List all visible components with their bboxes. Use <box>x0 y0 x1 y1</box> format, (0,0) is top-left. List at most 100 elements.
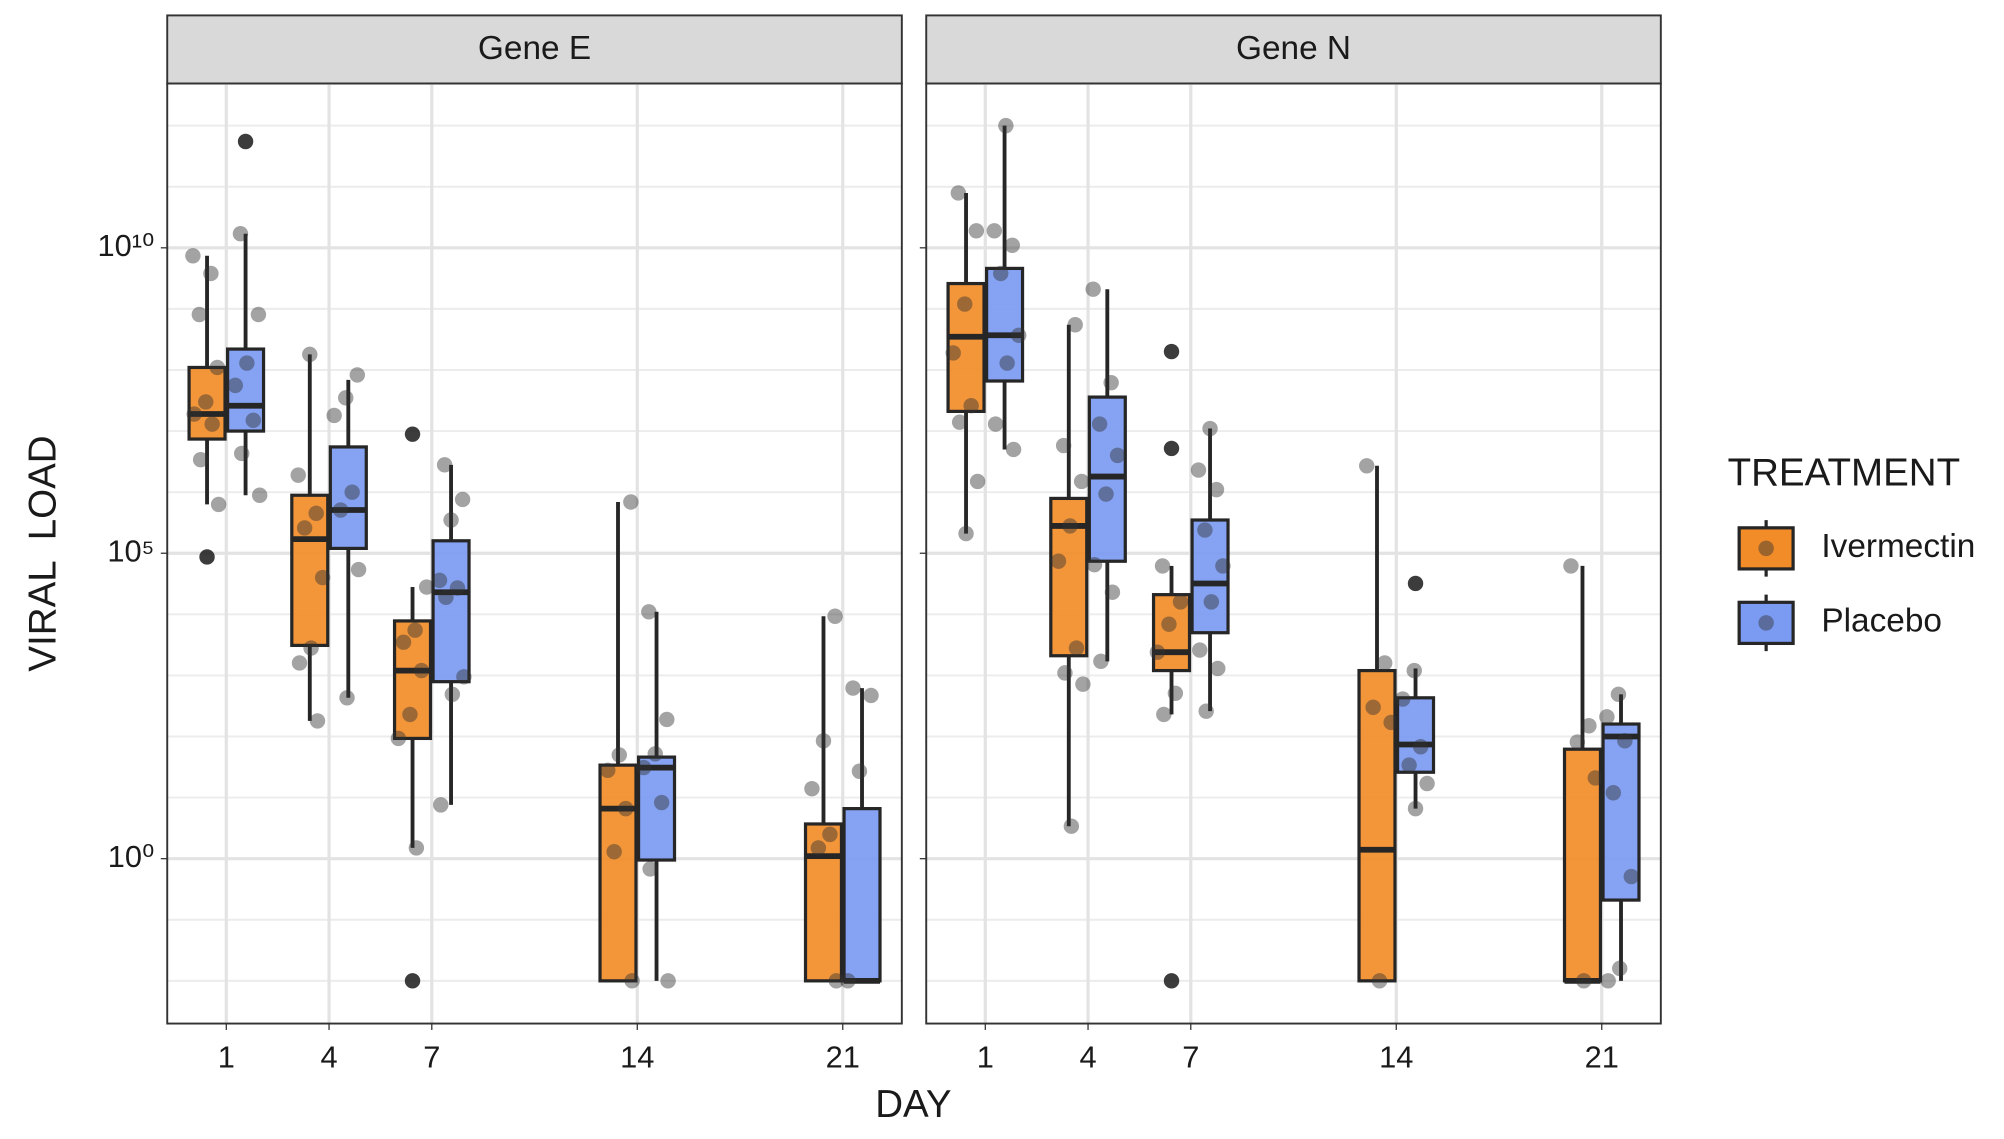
point <box>1419 775 1435 792</box>
x-tick-label: 1 <box>218 1040 235 1075</box>
point <box>418 579 435 595</box>
point <box>641 604 657 620</box>
point <box>250 306 267 323</box>
point <box>1365 699 1381 716</box>
point <box>653 794 670 811</box>
point <box>408 840 425 856</box>
point <box>1055 437 1072 454</box>
box <box>803 822 844 983</box>
point <box>1359 458 1375 474</box>
outlier <box>404 973 421 989</box>
point <box>234 445 250 462</box>
point <box>402 706 418 723</box>
point <box>1581 718 1597 734</box>
point <box>296 520 313 536</box>
y-tick-label: 10⁰ <box>108 839 155 874</box>
box <box>392 619 433 741</box>
x-axis-label: DAY <box>875 1083 951 1126</box>
point <box>407 622 423 638</box>
point <box>969 473 986 490</box>
point <box>1091 416 1108 432</box>
point <box>332 502 349 518</box>
point <box>828 973 845 989</box>
x-tick-label: 7 <box>1182 1040 1199 1075</box>
series <box>225 133 882 989</box>
point <box>338 390 354 406</box>
outlier <box>1407 575 1424 592</box>
x-tick-label: 21 <box>1585 1040 1619 1075</box>
x-tick-label: 7 <box>423 1040 440 1075</box>
point <box>443 512 459 528</box>
point <box>1103 374 1119 391</box>
point <box>951 414 968 430</box>
point <box>1172 594 1189 610</box>
point <box>987 416 1004 432</box>
point <box>1612 960 1628 977</box>
point <box>438 589 454 606</box>
box <box>225 347 266 433</box>
x-tick-label: 4 <box>1079 1040 1096 1075</box>
point <box>308 505 324 522</box>
point <box>958 525 974 542</box>
legend-key <box>1737 600 1795 646</box>
outlier <box>1163 973 1180 989</box>
outlier <box>404 426 421 442</box>
point <box>210 496 227 513</box>
legend-label: Ivermectin <box>1821 528 1975 565</box>
point <box>1156 706 1172 723</box>
point <box>186 406 202 422</box>
point <box>1210 660 1226 677</box>
series <box>185 248 845 989</box>
point <box>659 711 675 728</box>
legend-title: TREATMENT <box>1728 451 1961 494</box>
point <box>191 306 208 323</box>
box <box>984 266 1025 383</box>
panel-border <box>925 82 1662 1025</box>
point <box>647 746 663 762</box>
point <box>840 973 856 989</box>
point <box>1167 685 1184 701</box>
point <box>413 662 430 679</box>
point <box>302 346 318 363</box>
x-tick-label: 14 <box>1379 1040 1413 1075</box>
point <box>395 634 412 650</box>
point <box>851 763 868 779</box>
point <box>1412 739 1429 755</box>
point <box>1406 662 1422 679</box>
box <box>1601 722 1641 902</box>
strip <box>925 14 1662 85</box>
point <box>1154 558 1171 574</box>
point <box>1073 473 1090 490</box>
outlier <box>199 549 215 565</box>
panel-title: Gene E <box>478 30 591 67</box>
point <box>431 572 448 589</box>
point <box>950 185 967 201</box>
point <box>344 484 360 500</box>
point <box>314 569 331 586</box>
point <box>1067 317 1083 333</box>
point <box>1371 973 1388 989</box>
box <box>431 539 471 684</box>
point <box>209 359 226 376</box>
point <box>804 780 820 797</box>
point <box>957 296 973 312</box>
point <box>1104 584 1121 600</box>
point <box>303 640 319 656</box>
point <box>350 561 367 578</box>
point <box>1600 973 1616 989</box>
point <box>390 730 407 747</box>
panel-title: Gene N <box>1236 30 1351 67</box>
point <box>185 248 201 264</box>
point <box>444 686 461 703</box>
box <box>842 807 882 983</box>
point <box>810 840 827 856</box>
point <box>1617 733 1633 749</box>
point <box>1063 818 1080 834</box>
point <box>227 377 244 394</box>
point <box>251 487 268 503</box>
box <box>1151 593 1192 673</box>
point <box>1401 757 1417 773</box>
point <box>1050 553 1067 569</box>
series <box>984 117 1641 989</box>
